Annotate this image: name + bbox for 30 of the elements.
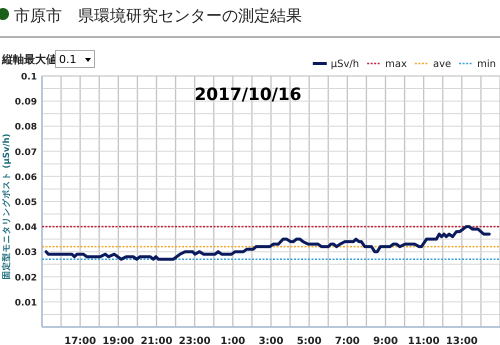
legend-label: ave bbox=[432, 59, 452, 70]
x-tick-label: 9:00 bbox=[373, 336, 398, 345]
y-tick-label: 0.05 bbox=[14, 198, 37, 208]
y-tick-label: 0.03 bbox=[14, 248, 37, 258]
x-tick-label: 23:00 bbox=[178, 336, 211, 345]
y-tick-label: 0.02 bbox=[14, 273, 37, 284]
x-tick-label: 7:00 bbox=[334, 336, 360, 345]
x-tick-label: 17:00 bbox=[64, 336, 96, 345]
x-tick-label: 11:00 bbox=[408, 336, 440, 345]
line-series bbox=[44, 225, 491, 261]
legend-label: μSv/h bbox=[330, 59, 360, 70]
y-tick-label: 0.08 bbox=[14, 122, 37, 133]
text: 2017/10/16 bbox=[194, 85, 302, 105]
y-axis-title: 固定型モニタリングポスト (μSv/h) bbox=[1, 133, 12, 280]
chart-title: 市原市 県環境研究センターの測定結果 bbox=[14, 6, 302, 25]
x-tick-label: 1:00 bbox=[220, 336, 246, 345]
x-tick-label: 13:00 bbox=[446, 336, 478, 345]
x-tick-label: 3:00 bbox=[258, 336, 284, 345]
y-tick-label: 0.01 bbox=[14, 298, 37, 308]
y-tick-label: 0.07 bbox=[14, 148, 37, 158]
control-select: 0.1 bbox=[55, 50, 95, 68]
x-tick-label: 19:00 bbox=[102, 336, 134, 345]
y-tick-label: 0.04 bbox=[14, 223, 37, 234]
y-tick-label: 0.1 bbox=[21, 72, 37, 82]
x-tick-label: 5:00 bbox=[296, 336, 322, 345]
y-tick-label: 0.06 bbox=[14, 172, 37, 183]
y-tick-label: 0.09 bbox=[14, 98, 37, 108]
x-tick-label: 21:00 bbox=[140, 336, 172, 345]
legend-label: min bbox=[477, 59, 496, 70]
legend-label: max bbox=[385, 59, 408, 70]
